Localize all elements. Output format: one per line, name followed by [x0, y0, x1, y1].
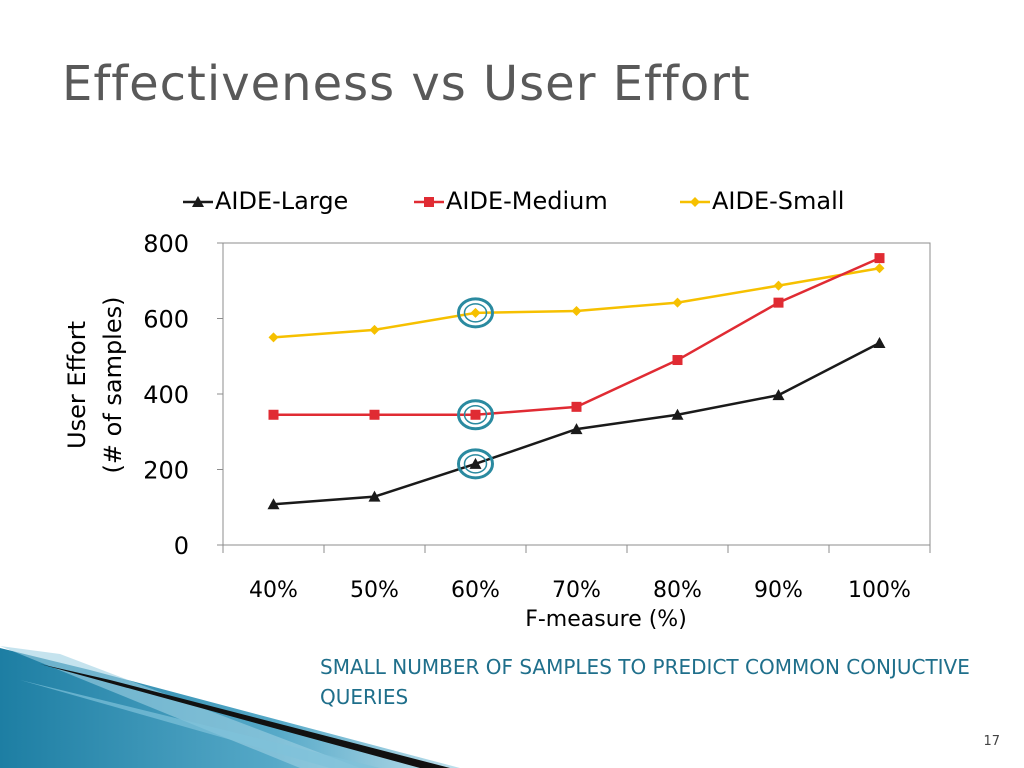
- y-tick-label: 400: [143, 381, 189, 409]
- data-point-aide-small: [571, 305, 582, 316]
- highlight-circle-inner: [463, 454, 488, 474]
- data-point-aide-large: [570, 423, 583, 435]
- series-line-aide-small: [273, 267, 880, 339]
- x-tick-label: 50%: [350, 578, 399, 603]
- line-chart: AIDE-Large AIDE-Medium AIDE-Small 0 200 400 6…: [63, 187, 931, 632]
- data-point-aide-medium: [571, 401, 582, 412]
- data-point-aide-small: [369, 324, 380, 335]
- data-point-aide-small: [268, 332, 279, 343]
- data-point-aide-medium: [773, 297, 784, 308]
- data-point-aide-medium: [470, 409, 481, 420]
- data-point-aide-small: [773, 280, 784, 291]
- data-point-aide-large: [368, 490, 381, 502]
- data-point-aide-medium: [369, 409, 380, 420]
- x-tick-label: 70%: [552, 578, 601, 603]
- data-point-aide-small: [470, 307, 481, 318]
- page-number: 17: [983, 734, 1000, 749]
- data-point-aide-medium: [268, 409, 279, 420]
- data-point-aide-medium: [672, 355, 683, 366]
- chart-legend: AIDE-Large AIDE-Medium AIDE-Small: [183, 187, 844, 215]
- x-tick-label: 60%: [451, 578, 500, 603]
- highlight-circle: [457, 297, 494, 329]
- data-point-aide-large: [772, 389, 785, 401]
- highlight-circle: [457, 399, 494, 431]
- decorative-swoosh: [0, 646, 460, 768]
- legend-marker: [424, 197, 434, 207]
- highlight-circle-inner: [463, 303, 488, 323]
- y-axis-label: User Effort: [63, 321, 91, 449]
- legend-label: AIDE-Small: [712, 187, 844, 215]
- x-tick-label: 40%: [249, 578, 298, 603]
- data-point-aide-large: [469, 457, 482, 469]
- y-tick-label: 200: [143, 457, 189, 485]
- highlight-circle-inner: [463, 405, 488, 425]
- data-point-aide-small: [874, 263, 885, 274]
- data-point-aide-medium: [874, 253, 885, 264]
- x-axis-label: F-measure (%): [525, 607, 687, 632]
- x-tick-label: 80%: [653, 578, 702, 603]
- plot-area: [267, 253, 886, 510]
- slide-title: Effectiveness vs User Effort: [62, 56, 751, 112]
- footer-note: SMALL NUMBER OF SAMPLES TO PREDICT COMMO…: [320, 655, 970, 709]
- legend-label: AIDE-Large: [215, 187, 348, 215]
- legend-marker: [690, 197, 700, 207]
- data-point-aide-small: [672, 297, 683, 308]
- y-tick-label: 800: [143, 230, 189, 258]
- data-point-aide-large: [267, 498, 280, 510]
- legend-label: AIDE-Medium: [446, 187, 608, 215]
- y-tick-label: 0: [174, 532, 189, 560]
- data-point-aide-large: [873, 337, 886, 349]
- x-tick-label: 90%: [754, 578, 803, 603]
- y-tick-label: 600: [143, 306, 189, 334]
- y-axis-label: (# of samples): [99, 297, 127, 474]
- data-point-aide-large: [671, 408, 684, 420]
- highlight-circle: [457, 448, 494, 480]
- chart-axes: 0 200 400 600 800 40% 50% 60% 70% 80% 90% 100% F-mea…: [63, 230, 931, 632]
- x-tick-label: 100%: [848, 578, 911, 603]
- legend-marker: [192, 196, 204, 207]
